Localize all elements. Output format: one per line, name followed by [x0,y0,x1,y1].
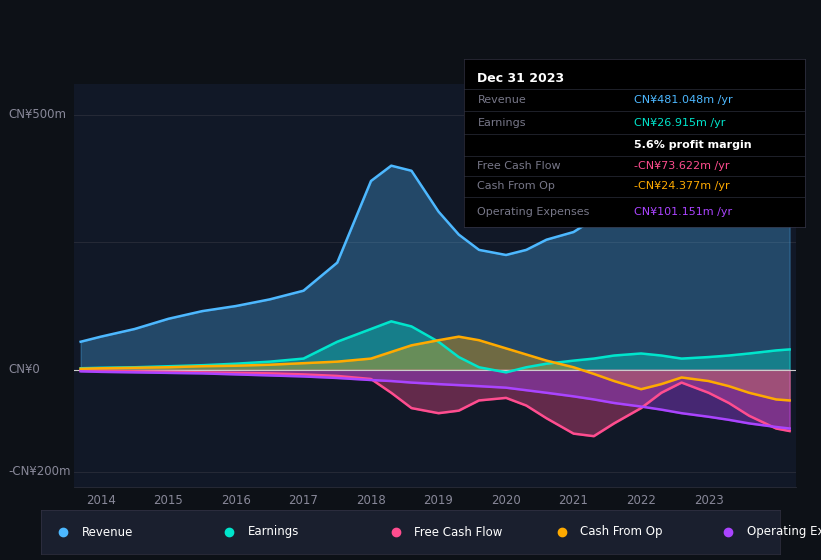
Text: CN¥481.048m /yr: CN¥481.048m /yr [635,95,733,105]
Text: Operating Expenses: Operating Expenses [747,525,821,539]
Text: Free Cash Flow: Free Cash Flow [478,161,561,171]
Text: Cash From Op: Cash From Op [478,181,555,192]
Text: Cash From Op: Cash From Op [580,525,663,539]
Text: Earnings: Earnings [478,118,526,128]
Text: 5.6% profit margin: 5.6% profit margin [635,141,752,150]
Text: Revenue: Revenue [478,95,526,105]
Text: Revenue: Revenue [82,525,133,539]
Text: -CN¥200m: -CN¥200m [8,465,71,478]
Text: CN¥101.151m /yr: CN¥101.151m /yr [635,207,732,217]
Text: Operating Expenses: Operating Expenses [478,207,589,217]
Text: -CN¥73.622m /yr: -CN¥73.622m /yr [635,161,730,171]
Text: Dec 31 2023: Dec 31 2023 [478,72,565,85]
Text: Earnings: Earnings [248,525,300,539]
Text: -CN¥24.377m /yr: -CN¥24.377m /yr [635,181,730,192]
Text: CN¥26.915m /yr: CN¥26.915m /yr [635,118,726,128]
Text: Free Cash Flow: Free Cash Flow [414,525,502,539]
Text: CN¥500m: CN¥500m [8,108,67,121]
Text: CN¥0: CN¥0 [8,363,40,376]
